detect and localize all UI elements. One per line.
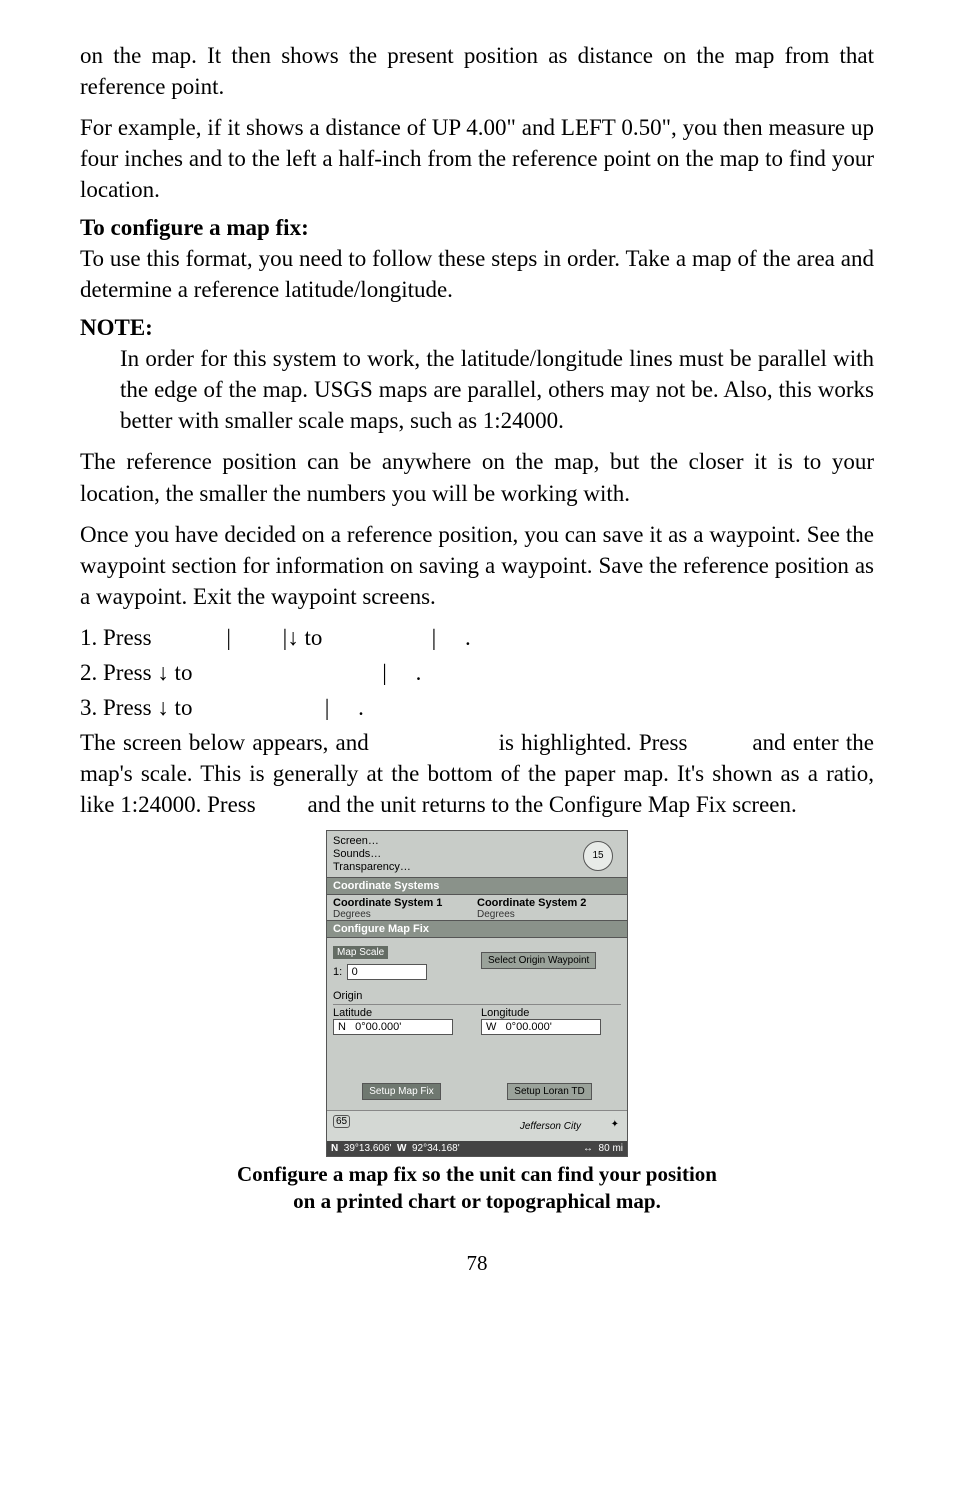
paragraph: Once you have decided on a reference pos… [80,519,874,612]
select-origin-button[interactable]: Select Origin Waypoint [481,952,596,969]
paragraph: To use this format, you need to follow t… [80,243,874,305]
coord-system-2[interactable]: Coordinate System 2 [477,897,621,909]
setup-map-fix-button[interactable]: Setup Map Fix [362,1083,440,1100]
latitude-label: Latitude [333,1007,473,1019]
city-label: Jefferson City [520,1121,581,1132]
menu-item[interactable]: Screen… [333,835,621,848]
origin-label: Origin [333,990,621,1002]
menu-item[interactable]: Sounds… [333,848,621,861]
degrees-label: Degrees [333,909,477,920]
menu-item[interactable]: Transparency… [333,861,621,874]
setup-loran-button[interactable]: Setup Loran TD [507,1083,591,1100]
heading-configure: To configure a map fix: [80,215,874,241]
map-scale-input[interactable]: 0 [347,964,427,980]
paragraph: For example, if it shows a distance of U… [80,112,874,205]
compass-icon: 15 [583,841,613,871]
status-bar: N 39°13.606' W 92°34.168' ↔ 80 mi [327,1141,627,1156]
coord-system-1[interactable]: Coordinate System 1 [333,897,477,909]
section-bar: Coordinate Systems [327,877,627,895]
longitude-input[interactable]: W 0°00.000' [481,1019,601,1035]
section-bar: Configure Map Fix [327,920,627,938]
longitude-label: Longitude [481,1007,621,1019]
cursor-icon: ✦ [611,1119,619,1130]
map-icon: 65 [333,1115,350,1128]
heading-note: NOTE: [80,315,874,341]
paragraph: on the map. It then shows the present po… [80,40,874,102]
latitude-input[interactable]: N 0°00.000' [333,1019,453,1035]
figure-caption: Configure a map fix so the unit can find… [80,1161,874,1216]
step-3: 3. Press ↓ to | . [80,692,874,723]
paragraph: The screen below appears, and is highlig… [80,727,874,820]
paragraph: The reference position can be anywhere o… [80,446,874,508]
step-2: 2. Press ↓ to | . [80,657,874,688]
degrees-label: Degrees [477,909,621,920]
page-number: 78 [80,1251,874,1276]
step-1: 1. Press | |↓ to | . [80,622,874,653]
device-screenshot: Screen… Sounds… Transparency… 15 Coordin… [326,830,628,1157]
note-paragraph: In order for this system to work, the la… [120,343,874,436]
map-scale-label: Map Scale [333,946,388,959]
scale-prefix: 1: [333,966,342,978]
